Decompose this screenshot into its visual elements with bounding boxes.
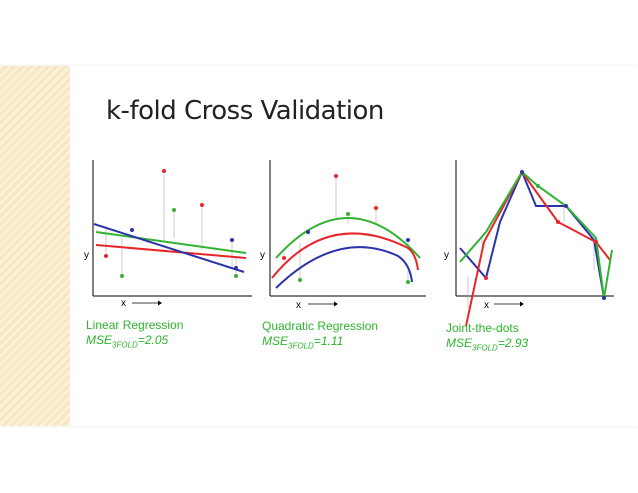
mse-prefix: MSE [86, 333, 113, 347]
mse-subscript: 3FOLD [288, 341, 314, 351]
x-arrow-head [158, 300, 162, 306]
decorative-stripe [0, 66, 70, 426]
blue-fit-line [93, 223, 245, 273]
x-axis-label: x [121, 298, 126, 308]
data-points [282, 174, 410, 284]
mse-value: =2.05 [137, 333, 169, 347]
data-points [484, 170, 606, 300]
mse-subscript: 3FOLD [472, 343, 498, 353]
y-axis-label: y [260, 250, 265, 261]
mse-value: =2.93 [497, 336, 529, 350]
joint-the-dots-plot: y x [444, 160, 614, 327]
mse-value: =1.11 [313, 334, 344, 348]
data-points [104, 169, 238, 278]
red-fit-curve [271, 232, 419, 279]
quadratic-regression-mse: MSE3FOLD=1.11 [262, 334, 343, 350]
red-joined-line [465, 170, 611, 327]
blue-fit-curve [275, 246, 413, 289]
green-fit-curve [275, 217, 421, 259]
residual-lines [467, 204, 595, 308]
green-joined-line [459, 170, 613, 299]
y-axis-label: y [84, 250, 89, 261]
x-arrow-head [520, 301, 524, 307]
x-axis-label: x [484, 300, 489, 311]
quadratic-regression-caption: Quadratic Regression [262, 319, 379, 333]
mse-subscript: 3FOLD [112, 340, 138, 350]
green-fit-line [95, 231, 247, 254]
joint-the-dots-caption: Joint-the-dots [446, 321, 519, 335]
residual-lines [105, 172, 237, 276]
joint-the-dots-mse: MSE3FOLD=2.93 [446, 336, 528, 352]
linear-regression-mse: MSE3FOLD=2.05 [86, 333, 168, 349]
slide-title: k-fold Cross Validation [106, 96, 384, 126]
x-arrow-head [334, 301, 338, 307]
linear-regression-caption: Linear Regression [86, 318, 184, 332]
mse-prefix: MSE [262, 334, 289, 348]
mse-prefix: MSE [446, 336, 473, 350]
y-axis-label: y [444, 250, 449, 261]
x-axis-label: x [296, 300, 301, 308]
red-fit-line [95, 244, 247, 259]
linear-regression-plot: y x [84, 160, 252, 308]
quadratic-regression-plot: y x [260, 160, 426, 308]
blue-joined-line [459, 169, 605, 299]
